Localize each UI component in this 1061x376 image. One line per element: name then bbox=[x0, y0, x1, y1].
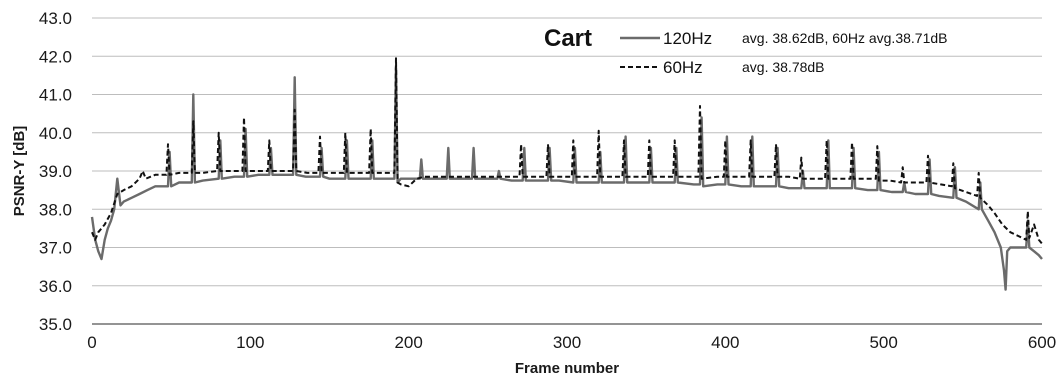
y-tick-label: 42.0 bbox=[39, 47, 72, 66]
x-tick-label: 300 bbox=[553, 333, 581, 352]
series-line-120hz bbox=[90, 66, 1043, 291]
x-axis-title: Frame number bbox=[515, 360, 619, 376]
grid-lines bbox=[92, 17, 1042, 287]
legend-label-120hz: 120Hz bbox=[663, 29, 712, 48]
x-tick-label: 100 bbox=[236, 333, 264, 352]
series-line-60hz bbox=[91, 57, 1043, 245]
y-tick-label: 43.0 bbox=[39, 9, 72, 28]
y-tick-label: 39.0 bbox=[39, 162, 72, 181]
y-tick-label: 40.0 bbox=[39, 124, 72, 143]
y-tick-label: 38.0 bbox=[39, 200, 72, 219]
legend-note-120hz: avg. 38.62dB, 60Hz avg.38.71dB bbox=[742, 30, 947, 46]
chart-title: Cart bbox=[544, 25, 592, 52]
legend: 120Hz avg. 38.62dB, 60Hz avg.38.71dB 60H… bbox=[620, 29, 947, 77]
x-tick-label: 0 bbox=[87, 333, 96, 352]
x-tick-label: 500 bbox=[869, 333, 897, 352]
x-tick-labels: 0 100 200 300 400 500 600 bbox=[87, 333, 1056, 352]
x-tick-label: 200 bbox=[394, 333, 422, 352]
x-tick-label: 400 bbox=[711, 333, 739, 352]
y-tick-label: 35.0 bbox=[39, 315, 72, 334]
y-axis-title: PSNR-Y [dB] bbox=[11, 126, 28, 217]
legend-note-60hz: avg. 38.78dB bbox=[742, 59, 825, 75]
legend-label-60hz: 60Hz bbox=[663, 58, 703, 77]
x-tick-label: 600 bbox=[1028, 333, 1056, 352]
y-tick-label: 36.0 bbox=[39, 277, 72, 296]
series-lines bbox=[90, 57, 1043, 291]
y-tick-label: 41.0 bbox=[39, 86, 72, 105]
y-tick-labels: 35.0 36.0 37.0 38.0 39.0 40.0 41.0 42.0 43.0 bbox=[39, 9, 72, 334]
y-tick-label: 37.0 bbox=[39, 239, 72, 258]
